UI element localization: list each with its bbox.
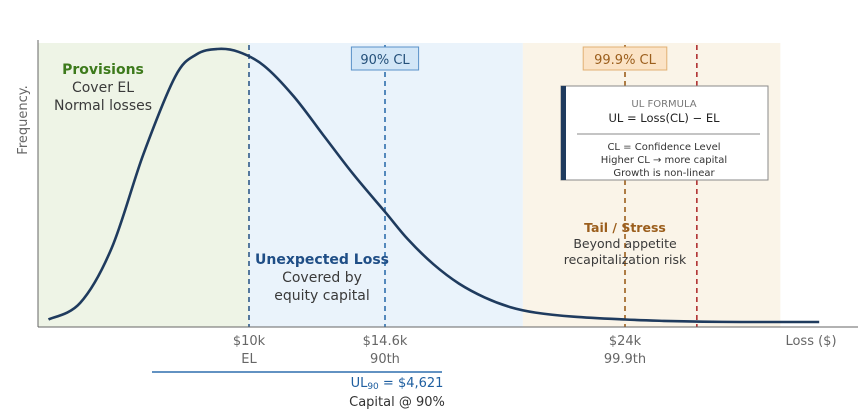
- confidence-badges: 90% CL 99.9% CL: [350, 46, 668, 71]
- region-unexpected: [249, 43, 523, 327]
- x-axis-label: Loss ($): [785, 334, 836, 349]
- formula-line-1: CL = Confidence Level: [607, 142, 720, 153]
- ul-formula-box: UL FORMULA UL = Loss(CL) − EL CL = Confi…: [560, 85, 769, 181]
- ul-caption: Capital @ 90%: [349, 395, 445, 410]
- tick-sublabel-0: EL: [241, 352, 257, 367]
- loss-curve: [47, 47, 820, 324]
- unexpected-line-1: Covered by: [282, 270, 362, 286]
- tail-title: Tail / Stress: [584, 220, 666, 235]
- tail-annotation: Tail / Stress Beyond appetite recapitali…: [564, 220, 687, 267]
- ul-bracket: UL90 = $4,621 Capital @ 90%: [152, 371, 445, 410]
- tail-line-1: Beyond appetite: [573, 236, 677, 251]
- formula-box-frame: [560, 85, 769, 181]
- formula-box-accent: [561, 86, 566, 180]
- provisions-line-1: Cover EL: [72, 80, 134, 96]
- provisions-title: Provisions: [62, 62, 144, 78]
- tick-label-1: $14.6k: [363, 334, 408, 349]
- axes: [37, 40, 858, 328]
- cl-badge-label-0: 90% CL: [360, 53, 410, 68]
- unexpected-line-2: equity capital: [274, 288, 370, 304]
- x-ticks: $10k EL $14.6k 90th $24k 99.9th: [233, 334, 646, 367]
- y-axis-label: Frequency.: [16, 85, 31, 154]
- ul-label-sub: 90: [367, 382, 379, 392]
- formula-equation: UL = Loss(CL) − EL: [608, 111, 720, 125]
- cl-badge-box-0: [350, 46, 420, 71]
- ul-label-value: = $4,621: [379, 376, 444, 391]
- formula-heading: UL FORMULA: [631, 99, 696, 110]
- tick-sublabel-1: 90th: [370, 352, 400, 367]
- provisions-annotation: Provisions Cover EL Normal losses: [54, 62, 152, 114]
- tail-line-2: recapitalization risk: [564, 252, 687, 267]
- tick-sublabel-2: 99.9th: [604, 352, 646, 367]
- ul-label-main: UL: [351, 376, 369, 391]
- ul-value-label: UL90 = $4,621: [351, 376, 444, 392]
- region-provisions: [38, 43, 249, 327]
- provisions-line-2: Normal losses: [54, 98, 152, 114]
- unexpected-title: Unexpected Loss: [255, 252, 389, 268]
- cl-badge-label-1: 99.9% CL: [594, 53, 657, 68]
- unexpected-annotation: Unexpected Loss Covered by equity capita…: [255, 252, 389, 304]
- formula-line-3: Growth is non-linear: [613, 168, 715, 179]
- formula-line-2: Higher CL → more capital: [601, 155, 727, 166]
- tick-label-2: $24k: [609, 334, 642, 349]
- cl-badge-box-1: [582, 46, 668, 71]
- tick-label-0: $10k: [233, 334, 266, 349]
